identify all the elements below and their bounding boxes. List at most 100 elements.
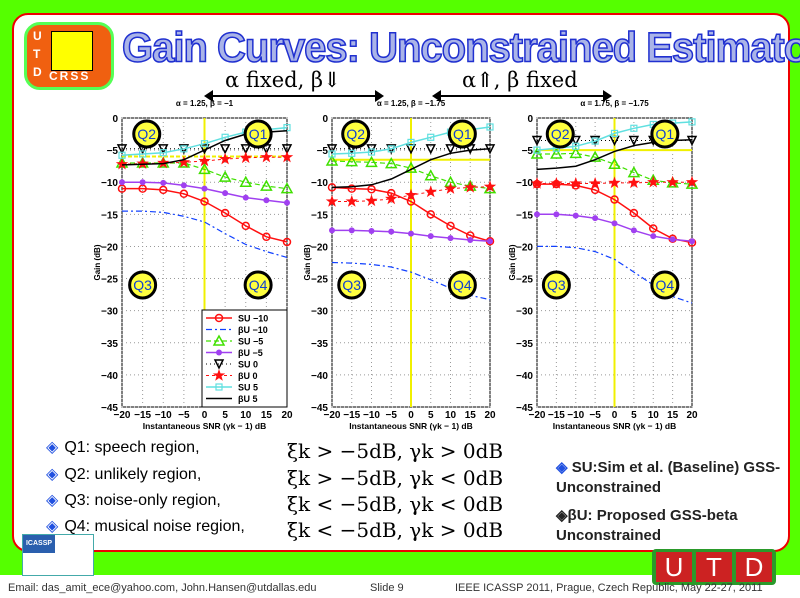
y-tick-label: −35 <box>311 339 328 350</box>
slide-title: Gain Curves: Unconstrained Estimator <box>121 24 800 72</box>
series-line <box>331 186 491 243</box>
square-marker <box>591 137 599 145</box>
x-tick-label: 10 <box>445 410 457 421</box>
utd-letter: D <box>736 552 772 582</box>
quadrant-label: Q3 <box>547 277 566 293</box>
quadrant-label: Q3 <box>133 277 152 293</box>
star-marker <box>218 152 232 165</box>
quadrant-badge <box>341 119 371 149</box>
quadrant-label: Q1 <box>453 126 472 142</box>
square-marker <box>283 124 291 132</box>
x-tick-label: −10 <box>363 410 380 421</box>
dot-marker <box>592 215 599 222</box>
quadrant-label: Q2 <box>551 126 570 142</box>
star-marker <box>569 177 582 189</box>
note-bu: ◈βU: Proposed GSS-beta Unconstrained <box>556 506 786 546</box>
y-tick-label: −5 <box>522 146 534 157</box>
y-tick-label: −25 <box>516 275 533 286</box>
x-tick-label: −10 <box>567 410 584 421</box>
footer-slide-number: Slide 9 <box>370 582 404 594</box>
circle-marker <box>241 221 250 231</box>
dot-marker <box>119 179 125 186</box>
y-tick-label: −5 <box>317 146 329 157</box>
dot-marker <box>611 220 618 227</box>
quadrant-label: Q4 <box>656 277 675 293</box>
star-marker <box>483 180 497 192</box>
x-tick-label: 15 <box>465 410 477 421</box>
y-tick-label: −20 <box>101 242 118 253</box>
dot-marker <box>201 185 208 192</box>
x-tick-label: 0 <box>612 410 618 421</box>
quadrant-badge <box>545 119 575 149</box>
bullet-text: Q4: musical noise region, <box>64 518 245 535</box>
header-beta-fixed: α⇑, β fixed <box>462 68 578 92</box>
triangle-marker <box>198 162 211 175</box>
star-marker <box>260 150 273 163</box>
quadrant-badge <box>132 119 162 149</box>
x-tick-label: 0 <box>408 410 414 421</box>
dot-marker <box>139 179 146 186</box>
quadrant-badge <box>243 119 273 149</box>
star-marker <box>404 188 418 201</box>
triangle-down-marker <box>531 135 543 147</box>
square-marker <box>427 133 435 141</box>
star-marker <box>588 177 602 189</box>
dot-marker <box>368 228 375 235</box>
quadrant-badge <box>337 270 367 300</box>
legend-entry: βU −5 <box>238 348 263 358</box>
dot-marker <box>534 211 540 218</box>
equation-q2: ξk > −5dB, γk < 0dB <box>287 466 504 490</box>
circle-marker <box>179 189 189 199</box>
triangle-down-marker <box>158 144 169 155</box>
y-tick-label: −45 <box>311 403 328 414</box>
square-marker <box>533 146 541 154</box>
square-marker <box>387 145 395 153</box>
star-marker <box>627 176 641 189</box>
square-marker <box>139 150 147 158</box>
triangle-marker <box>365 155 378 168</box>
dot-marker <box>408 230 414 237</box>
series-line <box>122 187 288 243</box>
series-line <box>331 148 491 189</box>
crss-logo: U T D CRSS <box>24 22 114 90</box>
triangle-marker <box>280 182 294 194</box>
triangle-down-marker <box>326 144 338 155</box>
star-marker <box>198 154 211 167</box>
triangle-marker <box>260 179 273 191</box>
chart-1: −20 −15 −10 −5 0 5 10 15 200−5−10−15−20−25−30−35… <box>93 99 294 431</box>
star-marker <box>464 180 477 193</box>
dot-marker <box>630 227 637 234</box>
circle-marker <box>367 185 376 194</box>
x-tick-label: 5 <box>631 410 637 421</box>
circle-marker <box>214 313 224 323</box>
x-tick-label: 10 <box>648 410 660 421</box>
diamond-icon: ◈ <box>556 507 568 524</box>
circle-marker <box>200 197 209 206</box>
bullet-q3: ◈ Q3: noise-only region, <box>46 490 221 510</box>
quadrant-badge <box>447 119 477 149</box>
series-line <box>537 181 692 184</box>
diamond-icon: ◈ <box>46 518 59 535</box>
chart-2: −20 −15 −10 −5 0 5 10 15 200−5−10−15−20−25−30−35… <box>303 99 497 431</box>
dot-marker <box>242 194 249 201</box>
x-axis-label: Instantaneous SNR (γk − 1) dB <box>349 421 473 431</box>
circle-marker <box>406 197 416 206</box>
dot-marker <box>160 179 167 186</box>
logo-letter: D <box>33 65 42 79</box>
y-tick-label: −15 <box>311 210 328 221</box>
star-marker <box>115 157 129 170</box>
legend-entry: SU −5 <box>238 337 263 347</box>
triangle-marker <box>588 150 602 162</box>
y-tick-label: −30 <box>311 307 328 318</box>
utd-letter: U <box>656 552 692 582</box>
square-marker <box>407 138 415 147</box>
chart-title: α = 1.75, β = −1.75 <box>580 99 649 108</box>
speaker-icon <box>51 31 93 71</box>
icassp-logo: ICASSP <box>22 534 94 576</box>
x-tick-label: −15 <box>343 410 360 421</box>
triangle-down-marker <box>425 144 436 155</box>
series-line <box>122 162 288 190</box>
square-marker <box>180 145 188 153</box>
bullet-text: Q1: speech region, <box>64 439 200 456</box>
